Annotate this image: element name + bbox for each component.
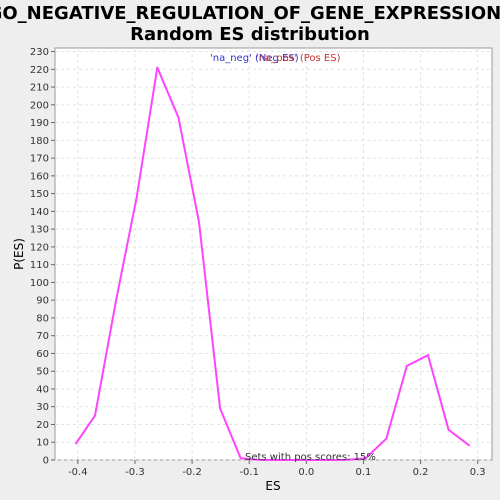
series-layer — [74, 66, 471, 461]
y-tick-label: 40 — [36, 384, 49, 395]
x-tick-label: -0.2 — [182, 467, 202, 478]
y-tick-label: 10 — [36, 438, 49, 449]
y-axis: 0 10 20 30 40 50 60 70 80 90 100 110 120 130 140 150 160… — [30, 47, 55, 467]
y-tick-label: 90 — [36, 296, 49, 307]
y-tick-label: 70 — [36, 331, 49, 342]
y-tick-label: 180 — [30, 136, 49, 147]
chart-title-line-1: GO_NEGATIVE_REGULATION_OF_GENE_EXPRESSIO… — [0, 3, 500, 24]
y-tick-label: 150 — [30, 189, 49, 200]
y-tick-label: 220 — [30, 65, 49, 76]
y-tick-label: 100 — [30, 278, 49, 289]
y-tick-label: 120 — [30, 242, 49, 253]
y-tick-label: 230 — [30, 47, 49, 58]
y-axis-label: P(ES) — [12, 238, 26, 270]
pos-scores-annotation: Sets with pos scores: 15% — [245, 452, 376, 463]
y-tick-label: 170 — [30, 154, 49, 165]
y-tick-label: 60 — [36, 349, 49, 360]
legend-entry-neg: 'na_neg' (Neg ES) — [210, 53, 299, 64]
grid-lines — [55, 48, 492, 461]
x-tick-label: 0.1 — [356, 467, 372, 478]
y-tick-label: 190 — [30, 118, 49, 129]
legend: 'na_neg' (Neg ES) 'na_pos' (Pos ES) — [210, 53, 341, 64]
y-tick-label: 160 — [30, 171, 49, 182]
y-tick-label: 50 — [36, 367, 49, 378]
y-tick-label: 210 — [30, 83, 49, 94]
x-axis-label: ES — [265, 479, 280, 493]
y-tick-label: 20 — [36, 420, 49, 431]
chart-title-line-2: Random ES distribution — [130, 24, 370, 45]
y-tick-label: 130 — [30, 225, 49, 236]
x-axis: -0.4 -0.3 -0.2 -0.1 0.0 0.1 0.2 0.3 — [68, 460, 486, 478]
y-tick-label: 80 — [36, 313, 49, 324]
y-tick-label: 30 — [36, 402, 49, 413]
series-line — [74, 66, 471, 461]
y-tick-label: 0 — [43, 456, 49, 467]
x-tick-label: 0.0 — [298, 467, 314, 478]
y-tick-label: 110 — [30, 260, 49, 271]
x-tick-label: -0.1 — [239, 467, 259, 478]
x-tick-label: 0.2 — [413, 467, 429, 478]
x-tick-label: 0.3 — [470, 467, 486, 478]
x-tick-label: -0.4 — [68, 467, 88, 478]
y-tick-label: 140 — [30, 207, 49, 218]
y-tick-label: 200 — [30, 100, 49, 111]
legend-entry-pos: 'na_pos' (Pos ES) — [256, 53, 341, 64]
x-tick-label: -0.3 — [125, 467, 145, 478]
plot-area — [54, 47, 493, 461]
